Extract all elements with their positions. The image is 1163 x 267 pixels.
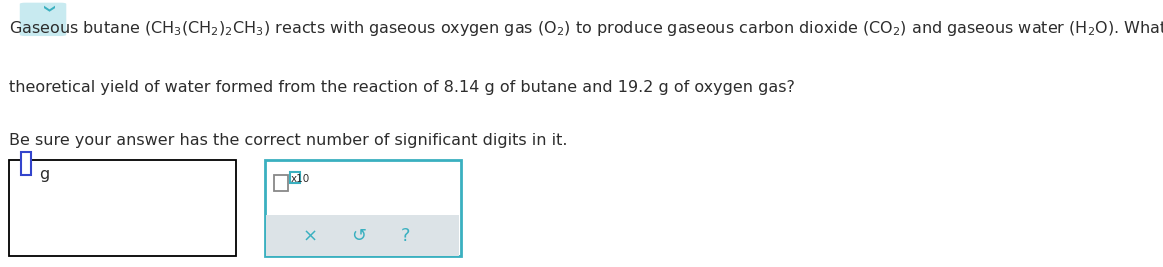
Bar [266, 215, 459, 256]
Text: ❯: ❯ [41, 4, 52, 13]
Bar [21, 152, 31, 175]
Text: theoretical yield of water formed from the reaction of 8.14 g of butane and 19.2: theoretical yield of water formed from t… [9, 80, 795, 95]
Bar [290, 172, 300, 183]
Text: Be sure your answer has the correct number of significant digits in it.: Be sure your answer has the correct numb… [9, 134, 568, 148]
Text: ?: ? [401, 227, 411, 245]
Text: ×: × [302, 227, 319, 245]
FancyBboxPatch shape [20, 3, 66, 36]
Text: g: g [40, 167, 50, 182]
Text: x10: x10 [291, 174, 311, 183]
Bar [265, 160, 461, 256]
Bar [9, 160, 236, 256]
Text: ↺: ↺ [350, 227, 366, 245]
Bar [274, 175, 288, 191]
Text: Gaseous butane $\left(\mathrm{CH_3(CH_2)_2CH_3}\right)$ reacts with gaseous oxyg: Gaseous butane $\left(\mathrm{CH_3(CH_2)… [9, 19, 1163, 38]
